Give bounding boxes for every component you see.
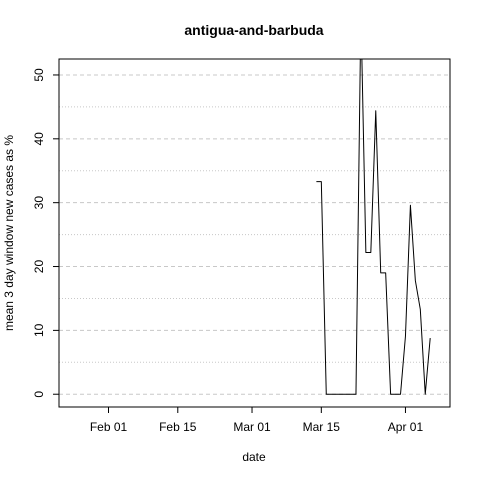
x-tick-label: Feb 15 [159, 420, 197, 434]
x-tick-label: Feb 01 [90, 420, 128, 434]
series-line [316, 59, 431, 395]
x-tick-label: Mar 15 [303, 420, 341, 434]
y-tick-label: 30 [32, 196, 46, 210]
series-layer [316, 59, 431, 395]
x-axis-label: date [242, 450, 266, 464]
grid-layer [59, 74, 450, 395]
y-tick-label: 0 [32, 391, 46, 398]
plot-frame [58, 58, 451, 408]
y-tick-label: 50 [32, 68, 46, 82]
x-tick-label: Mar 01 [233, 420, 271, 434]
y-tick-label: 40 [32, 132, 46, 146]
x-tick-label: Apr 01 [388, 420, 424, 434]
y-tick-label: 20 [32, 260, 46, 274]
chart-title: antigua-and-barbuda [184, 22, 323, 38]
axes-layer: 0 10 20 30 40 50 Feb 01 Feb 15 Mar 01 Mar 15 Apr 0… [32, 68, 423, 434]
y-tick-label: 10 [32, 323, 46, 337]
y-axis-label: mean 3 day window new cases as % [2, 135, 16, 331]
